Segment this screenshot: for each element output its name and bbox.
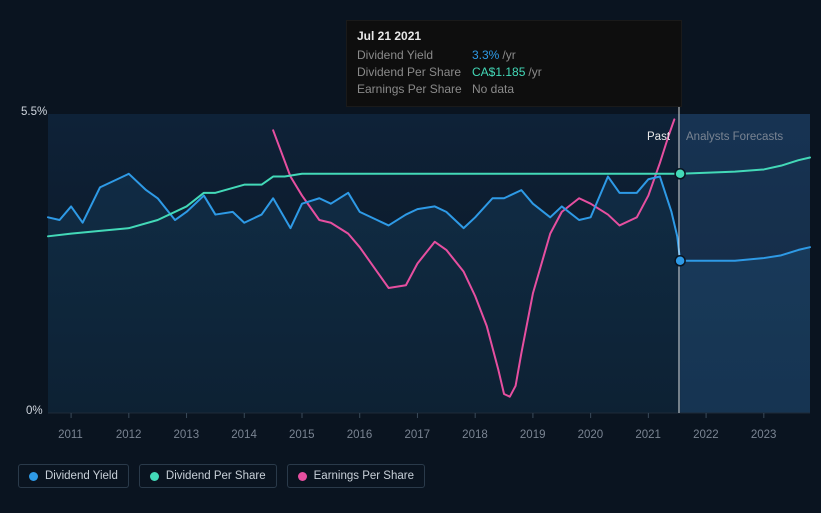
- legend-dot: [29, 472, 38, 481]
- past-label: Past: [647, 131, 670, 143]
- forecasts-label: Analysts Forecasts: [686, 131, 783, 143]
- x-tick: 2016: [347, 429, 373, 441]
- tooltip-row: Earnings Per ShareNo data: [357, 81, 671, 98]
- tooltip-row-label: Dividend Per Share: [357, 64, 472, 81]
- dividend-chart: 5.5% 0% Past Analysts Forecasts 2011 2012…: [0, 0, 821, 508]
- x-tick: 2012: [116, 429, 142, 441]
- tooltip-row-label: Earnings Per Share: [357, 81, 472, 98]
- x-tick: 2019: [520, 429, 546, 441]
- legend-label: Earnings Per Share: [314, 470, 414, 482]
- x-tick: 2020: [578, 429, 604, 441]
- x-tick: 2015: [289, 429, 315, 441]
- y-tick-min: 0%: [26, 405, 43, 417]
- x-tick: 2014: [231, 429, 257, 441]
- legend-item[interactable]: Dividend Per Share: [139, 464, 277, 488]
- x-tick: 2018: [462, 429, 488, 441]
- tooltip-row: Dividend Per ShareCA$1.185/yr: [357, 64, 671, 81]
- tooltip-row-value: CA$1.185: [472, 64, 525, 81]
- legend-item[interactable]: Earnings Per Share: [287, 464, 425, 488]
- tooltip-title: Jul 21 2021: [357, 29, 671, 43]
- tooltip-row-unit: /yr: [502, 47, 515, 64]
- x-tick: 2013: [174, 429, 200, 441]
- chart-legend: Dividend Yield Dividend Per Share Earnings…: [18, 464, 425, 488]
- x-tick: 2023: [751, 429, 777, 441]
- x-tick: 2017: [404, 429, 430, 441]
- x-tick: 2022: [693, 429, 719, 441]
- legend-dot: [150, 472, 159, 481]
- tooltip-row-value: No data: [472, 81, 514, 98]
- tooltip-row: Dividend Yield3.3%/yr: [357, 47, 671, 64]
- x-tick: 2021: [635, 429, 661, 441]
- tooltip-row-label: Dividend Yield: [357, 47, 472, 64]
- tooltip-row-unit: /yr: [528, 64, 541, 81]
- chart-tooltip: Jul 21 2021 Dividend Yield3.3%/yrDividen…: [346, 20, 682, 107]
- x-tick: 2011: [58, 429, 83, 441]
- tooltip-row-value: 3.3%: [472, 47, 499, 64]
- legend-item[interactable]: Dividend Yield: [18, 464, 129, 488]
- legend-label: Dividend Per Share: [166, 470, 266, 482]
- y-tick-max: 5.5%: [21, 106, 47, 118]
- legend-dot: [298, 472, 307, 481]
- legend-label: Dividend Yield: [45, 470, 118, 482]
